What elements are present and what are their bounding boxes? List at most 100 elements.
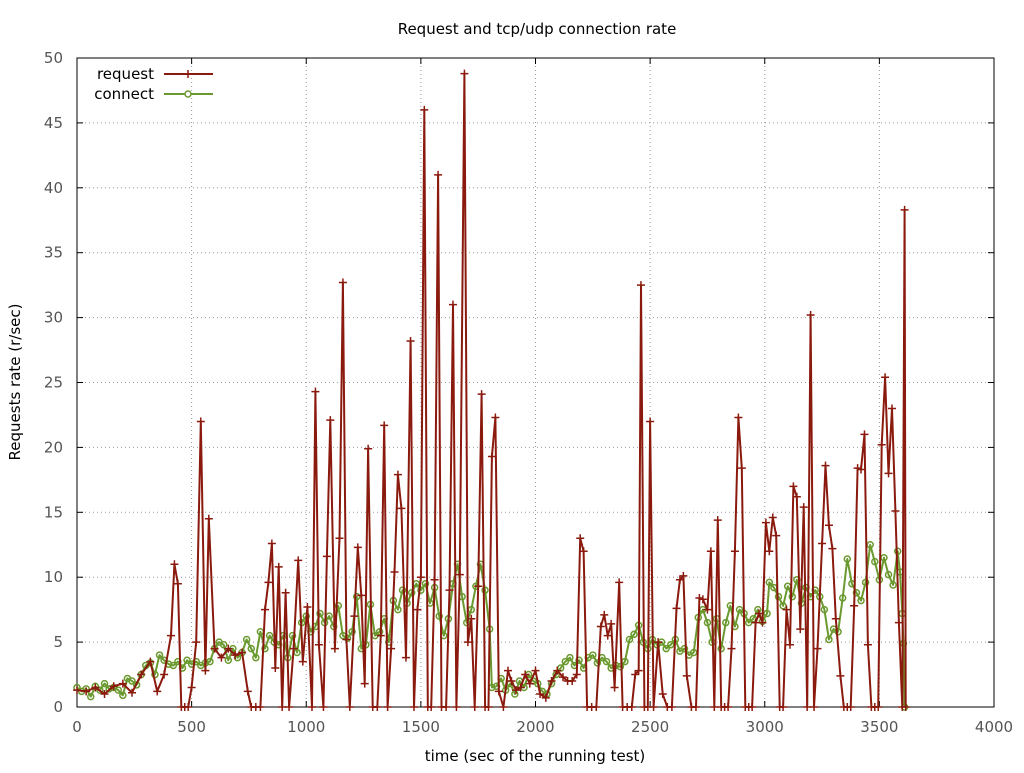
data-point-request	[874, 703, 883, 711]
data-point-connect	[575, 656, 583, 665]
data-point-request	[271, 664, 280, 673]
data-point-connect	[561, 657, 570, 666]
y-tick-label: 0	[53, 698, 63, 716]
data-point-request	[474, 582, 483, 591]
data-point-request	[448, 300, 457, 309]
data-point-request	[494, 687, 503, 696]
data-point-request	[427, 703, 436, 711]
data-point-request	[383, 703, 392, 711]
data-point-request	[679, 571, 688, 580]
data-point-request	[406, 336, 415, 345]
data-point-request	[768, 513, 777, 522]
data-point-request	[314, 640, 323, 649]
series-layer	[73, 69, 910, 711]
data-point-request	[792, 492, 801, 501]
data-point-request	[831, 614, 840, 623]
data-point-request	[196, 417, 205, 426]
data-point-request	[353, 543, 362, 552]
data-point-request	[649, 703, 658, 711]
data-point-request	[322, 552, 331, 561]
data-point-connect	[602, 657, 611, 666]
grid-layer	[77, 58, 994, 707]
data-point-request	[452, 703, 461, 711]
data-point-request	[785, 640, 794, 649]
data-point-request	[499, 703, 508, 711]
data-point-connect	[114, 686, 123, 694]
data-point-request	[541, 693, 550, 702]
data-point-request	[796, 625, 805, 634]
data-point-request	[173, 579, 182, 588]
data-point-request	[210, 644, 219, 653]
data-point-connect	[252, 653, 260, 662]
data-point-request	[217, 653, 226, 662]
tick-layer: 0 500 1000 1500 2000 2500 3000 3500 4000 0 5 10 15 20…	[44, 49, 1013, 736]
data-point-connect	[169, 661, 178, 670]
data-point-request	[338, 278, 347, 287]
data-point-connect	[722, 618, 730, 627]
data-point-request	[779, 703, 788, 711]
data-point-request	[393, 470, 402, 479]
x-tick-label: 3000	[746, 718, 784, 736]
data-point-request	[877, 440, 886, 449]
data-point-connect	[717, 644, 725, 653]
y-tick-label: 30	[44, 309, 63, 327]
data-point-connect	[343, 634, 352, 642]
data-point-connect	[247, 644, 255, 653]
data-point-connect	[838, 594, 847, 602]
data-point-request	[646, 417, 655, 426]
data-point-request	[755, 609, 764, 618]
data-point-connect	[348, 627, 356, 636]
data-point-request	[507, 677, 516, 686]
data-point-request	[891, 507, 900, 516]
data-point-request	[487, 452, 496, 461]
data-point-connect	[630, 630, 638, 639]
data-point-connect	[334, 602, 343, 610]
data-point-request	[463, 638, 472, 647]
y-tick-label: 45	[44, 114, 63, 132]
data-point-request	[810, 703, 819, 711]
data-point-request	[460, 69, 469, 78]
data-point-connect	[398, 586, 407, 594]
data-point-request	[100, 690, 109, 699]
data-point-request	[503, 666, 512, 675]
data-point-connect	[155, 651, 164, 659]
data-point-request	[192, 638, 201, 647]
data-point-request	[170, 560, 179, 569]
data-point-request	[146, 657, 155, 666]
series-request	[73, 69, 910, 711]
data-point-request	[603, 631, 612, 640]
data-point-connect	[511, 690, 519, 698]
data-point-request	[881, 373, 890, 382]
data-point-request	[521, 670, 530, 679]
data-point-request	[274, 562, 283, 571]
data-point-request	[803, 703, 812, 711]
data-point-request	[413, 605, 422, 614]
data-point-request	[682, 671, 691, 680]
x-tick-label: 4000	[975, 718, 1013, 736]
x-tick-label: 1000	[287, 718, 325, 736]
data-point-connect	[192, 657, 200, 666]
data-point-connect	[834, 627, 842, 636]
data-point-request	[303, 603, 312, 612]
data-point-connect	[763, 609, 771, 618]
data-point-request	[691, 703, 700, 711]
data-point-request	[813, 644, 822, 653]
data-point-connect	[96, 686, 104, 694]
x-tick-label: 3500	[860, 718, 898, 736]
data-point-request	[311, 387, 320, 396]
data-point-request	[672, 604, 681, 613]
data-point-request	[654, 638, 663, 647]
data-point-request	[373, 703, 382, 711]
data-point-request	[761, 518, 770, 527]
data-point-request	[380, 421, 389, 430]
data-point-connect	[662, 644, 670, 653]
data-point-connect	[435, 612, 443, 620]
data-point-request	[390, 568, 399, 577]
data-point-request	[319, 703, 328, 711]
x-tick-label: 2500	[631, 718, 669, 736]
data-point-request	[376, 631, 385, 640]
data-point-connect	[183, 656, 191, 665]
data-point-connect	[481, 586, 489, 594]
data-point-connect	[206, 657, 214, 666]
data-point-request	[109, 682, 118, 691]
